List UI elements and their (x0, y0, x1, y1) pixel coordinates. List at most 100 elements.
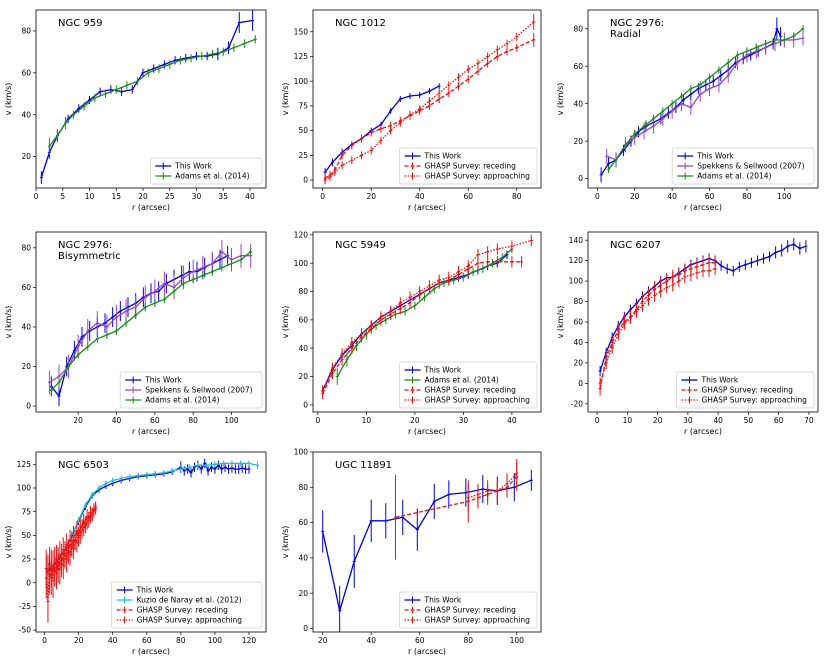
y-tick-label: 40 (21, 110, 31, 119)
x-tick-label: 5 (60, 192, 65, 201)
legend-entry: This Work (424, 596, 462, 605)
y-tick-label: 125 (294, 52, 309, 61)
y-tick-label: 25 (298, 151, 308, 160)
x-axis-label: r (arcsec) (132, 647, 170, 656)
y-tick-label: 80 (573, 297, 583, 306)
series-line (324, 39, 534, 179)
y-tick-label: 40 (298, 553, 308, 562)
y-tick-label: 0 (26, 402, 31, 411)
y-axis-label: v (km/s) (281, 306, 290, 339)
legend-entry: Adams et al. (2014) (175, 172, 249, 181)
chart-panel: 20 40 60 80 100 0 20 40 60 80 100 r (arcsec) v (km/s… (281, 448, 542, 656)
x-tick-label: 80 (463, 636, 473, 645)
y-tick-label: 60 (298, 315, 308, 324)
x-tick-label: 100 (224, 416, 239, 425)
x-tick-label: 120 (242, 636, 257, 645)
chart-panel: 0 20 40 60 80 100 0 20 40 60 80 r (arcsec) v (km/s) N… (556, 9, 819, 212)
panel-title: NGC 959 (58, 18, 102, 29)
y-tick-label: 150 (294, 27, 309, 36)
legend-box (149, 157, 263, 185)
chart-panel: 20 40 60 80 100 0 20 40 60 80 r (arcsec) v (km/s) NG… (4, 231, 267, 436)
legend-box (119, 371, 263, 409)
x-tick-label: 80 (512, 192, 522, 201)
x-tick-label: 30 (459, 416, 469, 425)
series-line (608, 28, 804, 170)
y-tick-label: 20 (298, 589, 308, 598)
y-tick-label: 50 (298, 126, 308, 135)
y-tick-label: 125 (17, 460, 32, 469)
y-tick-label: 40 (573, 99, 583, 108)
x-tick-label: 80 (176, 636, 186, 645)
y-tick-label: 80 (21, 27, 31, 36)
y-tick-label: 40 (573, 338, 583, 347)
panel-title: NGC 1012 (335, 18, 386, 29)
x-tick-label: 60 (705, 192, 715, 201)
x-tick-label: 20 (366, 192, 376, 201)
legend-entry: This Work (424, 152, 462, 161)
chart-panel: 0 20 40 60 80 100 120 -50 -25 0 25 50 75 100 125 r (arc… (4, 451, 267, 656)
data-layer (321, 459, 533, 632)
y-tick-label: 100 (17, 484, 32, 493)
legend-entry: This Work (696, 152, 734, 161)
chart-panel: 0 20 40 60 80 0 25 50 75 100 125 150 r (arcsec) v (km… (281, 9, 542, 212)
y-tick-label: 0 (303, 176, 308, 185)
y-tick-label: -50 (19, 626, 31, 635)
x-tick-label: 10 (623, 416, 633, 425)
x-tick-label: 80 (742, 192, 752, 201)
y-axis-label: v (km/s) (4, 306, 13, 339)
legend-box (399, 361, 538, 409)
x-tick-label: 60 (463, 192, 473, 201)
legend-entry: GHASP Survey: approaching (425, 172, 531, 181)
series-line (606, 37, 804, 161)
y-axis-label: v (km/s) (281, 526, 290, 559)
legend-box (676, 371, 815, 409)
legend-entry: This Work (144, 376, 182, 385)
x-tick-label: 35 (218, 192, 228, 201)
x-tick-label: 20 (630, 192, 640, 201)
y-axis-label: v (km/s) (556, 83, 565, 116)
x-tick-label: 30 (683, 416, 693, 425)
y-tick-label: 40 (298, 344, 308, 353)
x-tick-label: 20 (318, 636, 328, 645)
panel-title: NGC 2976: Radial (610, 18, 664, 40)
y-axis-label: v (km/s) (4, 526, 13, 559)
y-tick-label: 0 (26, 578, 31, 587)
chart-panel: 0 10 20 30 40 50 60 70 -20 0 20 40 60 80 100 120 140 r (a… (556, 231, 819, 436)
y-tick-label: 0 (578, 379, 583, 388)
y-tick-label: 40 (21, 323, 31, 332)
legend-entry: Spekkens & Sellwood (2007) (145, 386, 252, 395)
legend-entry: Adams et al. (2014) (145, 396, 219, 405)
y-tick-label: 20 (298, 372, 308, 381)
y-tick-label: 20 (21, 152, 31, 161)
legend-entry: GHASP Survey: receding (425, 386, 517, 395)
y-axis-label: v (km/s) (4, 83, 13, 116)
x-tick-label: 40 (108, 636, 118, 645)
panel-title: NGC 6503 (58, 460, 109, 471)
legend-entry: GHASP Survey: approaching (137, 616, 243, 625)
x-tick-label: 10 (85, 192, 95, 201)
y-tick-label: -20 (571, 399, 583, 408)
y-tick-label: 60 (21, 68, 31, 77)
x-tick-label: 40 (415, 192, 425, 201)
legend-entry: Adams et al. (2014) (697, 172, 771, 181)
x-tick-label: 0 (595, 192, 600, 201)
y-tick-label: 80 (298, 483, 308, 492)
x-tick-label: 0 (315, 416, 320, 425)
y-tick-label: 100 (294, 448, 309, 457)
x-tick-label: 0 (34, 192, 39, 201)
y-tick-label: 25 (21, 555, 31, 564)
series-line (47, 462, 258, 570)
legend-entry: Spekkens & Sellwood (2007) (697, 162, 804, 171)
y-tick-label: 20 (21, 362, 31, 371)
x-tick-label: 40 (112, 416, 122, 425)
y-tick-label: 60 (298, 518, 308, 527)
y-tick-label: 80 (21, 243, 31, 252)
x-axis-label: r (arcsec) (684, 427, 722, 436)
x-tick-label: 0 (320, 192, 325, 201)
x-tick-label: 0 (595, 416, 600, 425)
panel-title: NGC 6207 (610, 240, 661, 251)
data-layer (321, 234, 533, 400)
